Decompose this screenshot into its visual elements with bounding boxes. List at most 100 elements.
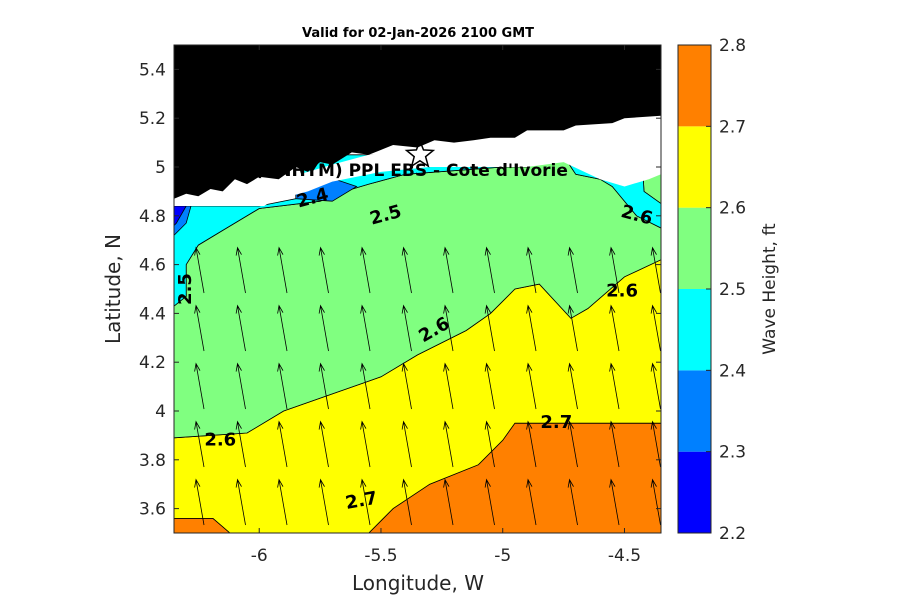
y-tick-label: 4: [155, 402, 166, 422]
wave-direction-arrow: [194, 478, 205, 526]
x-tick-label: -4.5: [608, 546, 641, 566]
colorbar-segment: [678, 45, 711, 127]
wave-direction-arrow: [235, 304, 246, 352]
wave-direction-arrow: [318, 304, 329, 352]
plot-frame: [173, 44, 662, 534]
wave-direction-arrow: [650, 478, 661, 526]
wave-direction-arrow: [277, 246, 288, 294]
colorbar-tick-label: 2.2: [719, 524, 746, 544]
colorbar-segment: [678, 370, 711, 452]
wave-direction-arrow: [360, 478, 371, 526]
wave-direction-arrow: [484, 362, 495, 410]
wave-direction-arrow: [526, 304, 537, 352]
wave-direction-arrow: [235, 246, 246, 294]
wave-direction-arrow: [401, 246, 412, 294]
colorbar-segment: [678, 207, 711, 289]
wave-direction-arrow: [609, 362, 620, 410]
wave-direction-arrow: [609, 420, 620, 468]
wave-direction-arrow: [650, 362, 661, 410]
wave-direction-arrow: [526, 420, 537, 468]
land-mask: [174, 45, 661, 199]
wave-direction-arrow: [650, 304, 661, 352]
colorbar-tick-label: 2.4: [719, 361, 746, 381]
wave-direction-arrow: [484, 246, 495, 294]
wave-direction-arrow: [360, 420, 371, 468]
colorbar-segment: [678, 451, 711, 533]
colorbar-tick-label: 2.3: [719, 443, 746, 463]
wave-direction-arrow: [318, 478, 329, 526]
contour-label: 2.5: [175, 273, 196, 305]
wave-direction-arrow: [318, 362, 329, 410]
wave-direction-arrow: [443, 362, 454, 410]
no-data-band: [174, 115, 661, 206]
wave-direction-arrow: [401, 420, 412, 468]
wave-direction-arrow: [360, 304, 371, 352]
wave-direction-arrow: [318, 420, 329, 468]
y-tick-label: 5.2: [139, 109, 166, 129]
wave-direction-arrow: [401, 362, 412, 410]
colorbar-tick-label: 2.7: [719, 117, 746, 137]
wave-direction-arrow: [567, 478, 578, 526]
wave-direction-arrow: [526, 246, 537, 294]
wave-direction-arrow: [609, 478, 620, 526]
wave-direction-arrow: [277, 420, 288, 468]
wave-direction-arrow: [277, 478, 288, 526]
wave-direction-arrow: [277, 362, 288, 410]
wave-direction-arrow: [401, 478, 412, 526]
wave-direction-arrow: [484, 420, 495, 468]
plot-area: 2.42.52.52.62.62.62.62.72.7 (ONHYM) PPL …: [139, 44, 662, 566]
wave-direction-arrow: [443, 304, 454, 352]
x-tick-label: -5: [494, 546, 511, 566]
colorbar-tick-label: 2.8: [719, 36, 746, 56]
wave-direction-arrow: [526, 362, 537, 410]
wave-direction-arrow: [567, 246, 578, 294]
wave-direction-arrow: [235, 420, 246, 468]
y-tick-label: 5: [155, 158, 166, 178]
wave-direction-arrow: [443, 420, 454, 468]
wave-direction-arrow: [235, 478, 246, 526]
wave-direction-arrow: [567, 362, 578, 410]
colorbar-segment: [678, 126, 711, 208]
wave-direction-arrow: [484, 478, 495, 526]
wave-direction-arrow: [360, 246, 371, 294]
wave-direction-arrow: [609, 304, 620, 352]
wave-direction-arrow: [567, 304, 578, 352]
wave-direction-arrow: [194, 304, 205, 352]
wave-direction-arrow: [194, 362, 205, 410]
colorbar-label: Wave Height, ft: [760, 223, 780, 355]
y-tick-label: 3.8: [139, 451, 166, 471]
chart-title: Valid for 02-Jan-2026 2100 GMT: [302, 26, 534, 41]
wave-direction-arrow: [360, 362, 371, 410]
wave-direction-arrow: [567, 420, 578, 468]
y-tick-label: 4.4: [139, 304, 166, 324]
site-star-icon: [404, 138, 436, 168]
wave-direction-arrow: [235, 362, 246, 410]
colorbar-tick-label: 2.6: [719, 199, 746, 219]
wave-direction-arrow: [443, 478, 454, 526]
wave-direction-arrow: [194, 420, 205, 468]
contour-label: 2.6: [606, 280, 638, 301]
contour-label: 2.6: [204, 429, 236, 450]
wave-direction-arrow: [401, 304, 412, 352]
wave-direction-arrow: [650, 246, 661, 294]
wave-direction-arrow: [194, 246, 205, 294]
wave-direction-arrow: [484, 304, 495, 352]
y-tick-label: 4.6: [139, 256, 166, 276]
y-axis-label: Latitude, N: [101, 234, 125, 344]
wave-direction-arrow: [277, 304, 288, 352]
colorbar-segment: [678, 289, 711, 371]
y-tick-label: 4.8: [139, 207, 166, 227]
y-tick-label: 3.6: [139, 500, 166, 520]
x-tick-label: -6: [251, 546, 268, 566]
wave-direction-arrow: [443, 246, 454, 294]
y-tick-label: 5.4: [139, 60, 166, 80]
x-axis-label: Longitude, W: [352, 571, 484, 595]
wave-direction-arrow: [318, 246, 329, 294]
y-tick-label: 4.2: [139, 353, 166, 373]
site-label: (ONHYM) PPL EBS - Cote d'Ivorie: [255, 161, 568, 181]
colorbar-tick-label: 2.5: [719, 280, 746, 300]
x-tick-label: -5.5: [364, 546, 397, 566]
contour-label: 2.7: [540, 412, 572, 433]
colorbar: 2.2 2.3 2.4 2.5 2.6 2.7 2.8: [677, 36, 746, 544]
